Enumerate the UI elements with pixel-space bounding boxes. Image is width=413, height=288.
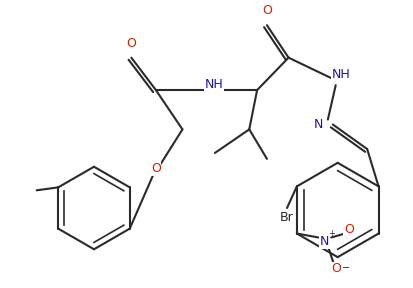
Text: N: N [319,235,328,248]
Text: NH: NH [204,78,223,91]
Text: +: + [327,229,334,238]
Text: O: O [330,262,340,275]
Text: NH: NH [330,68,349,81]
Text: O: O [151,162,161,175]
Text: Br: Br [280,211,293,224]
Text: O: O [343,223,353,236]
Text: O: O [126,37,136,50]
Text: O: O [261,4,271,17]
Text: N: N [313,118,322,131]
Text: −: − [341,263,349,273]
